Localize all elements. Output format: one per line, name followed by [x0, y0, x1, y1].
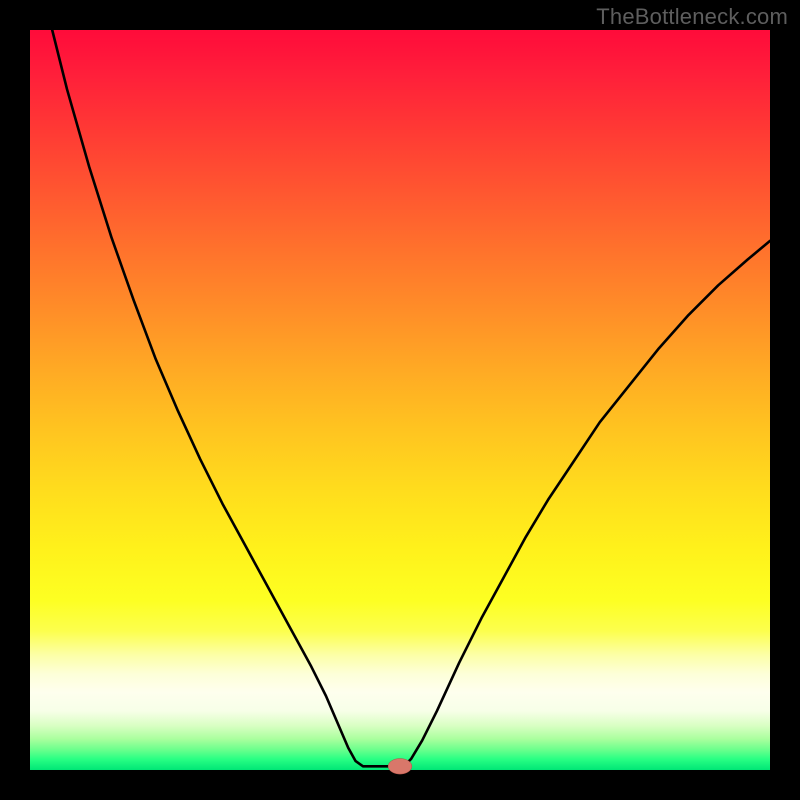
bottleneck-chart	[0, 0, 800, 800]
optimal-point-marker	[388, 759, 412, 775]
watermark-text: TheBottleneck.com	[596, 4, 788, 30]
chart-frame: TheBottleneck.com	[0, 0, 800, 800]
gradient-background	[30, 30, 770, 770]
